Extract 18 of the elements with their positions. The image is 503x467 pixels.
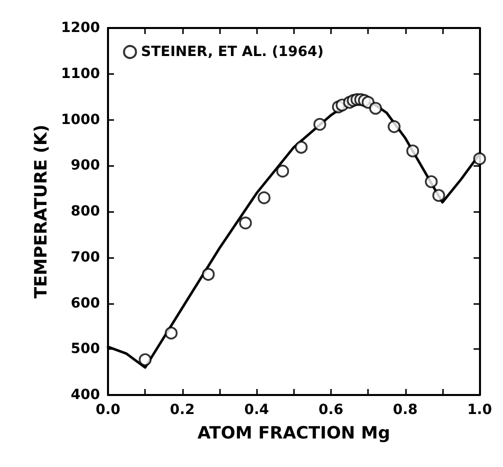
y-tick-label: 700 bbox=[70, 249, 100, 266]
y-axis-title: TEMPERATURE (K) bbox=[32, 124, 52, 298]
y-tick-label: 400 bbox=[70, 387, 100, 403]
x-tick-label: 0.2 bbox=[170, 402, 195, 418]
y-tick-label: 500 bbox=[70, 341, 100, 358]
x-tick-label: 0.4 bbox=[244, 402, 270, 418]
x-tick-label: 0.6 bbox=[318, 402, 344, 418]
x-axis-title: ATOM FRACTION Mg bbox=[197, 424, 390, 444]
y-tick-label: 800 bbox=[70, 204, 100, 220]
y-tick-label: 1100 bbox=[61, 66, 100, 82]
y-tick-label: 900 bbox=[70, 158, 100, 174]
x-tick-label: 1.0 bbox=[467, 402, 492, 418]
y-tick-label: 1200 bbox=[61, 20, 100, 36]
x-tick-label: 0.8 bbox=[392, 402, 418, 418]
x-tick-label: 0.0 bbox=[96, 402, 121, 418]
y-tick-label: 1000 bbox=[61, 112, 100, 128]
y-tick-label: 600 bbox=[70, 295, 100, 312]
legend-label: STEINER, ET AL. (1964) bbox=[141, 44, 324, 60]
